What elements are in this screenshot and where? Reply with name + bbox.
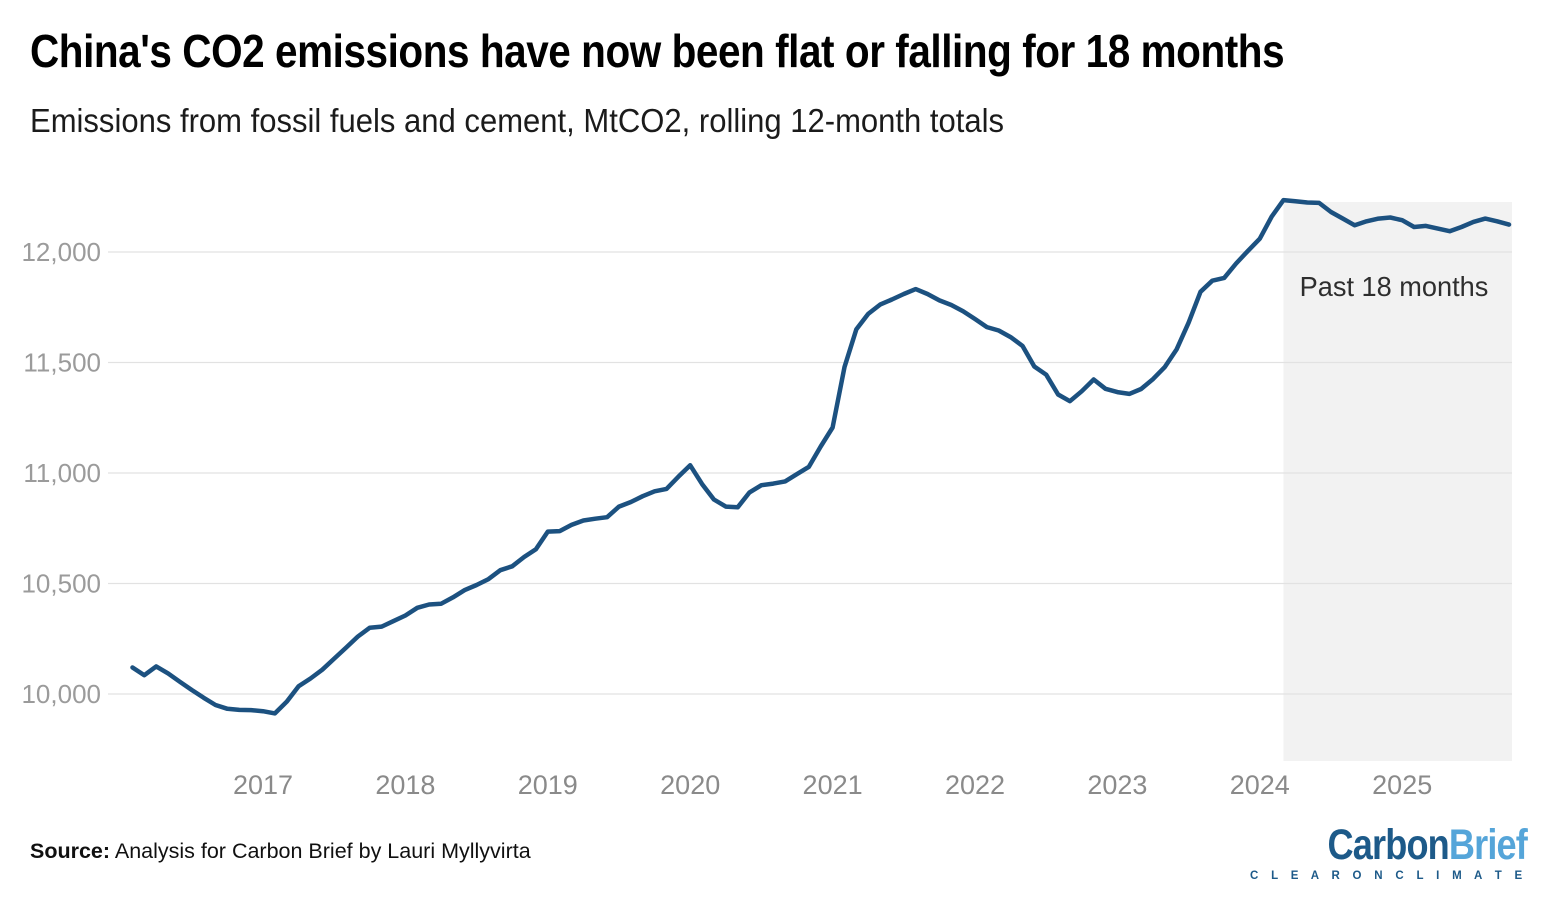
carbon-brief-logo: CarbonBrief C L E A R O N C L I M A T E (1250, 821, 1528, 883)
chart-subtitle: Emissions from fossil fuels and cement, … (30, 102, 1005, 139)
emissions-line (130, 197, 1512, 716)
x-axis-tick-label: 2022 (945, 770, 1005, 800)
y-axis-tick-label: 12,000 (21, 237, 101, 267)
logo-carbon-text: Carbon (1327, 821, 1450, 869)
y-axis-tick-label: 11,000 (23, 458, 101, 488)
logo-tagline: C L E A R O N C L I M A T E (1250, 870, 1527, 882)
y-axis-tick-label: 11,500 (23, 348, 101, 378)
x-axis-tick-label: 2021 (803, 770, 863, 800)
source-text: Analysis for Carbon Brief by Lauri Mylly… (110, 839, 531, 863)
x-axis-tick-label: 2019 (518, 770, 578, 800)
highlight-band (1283, 202, 1512, 761)
x-axis-tick-label: 2025 (1372, 770, 1432, 800)
logo-brief-text: Brief (1448, 821, 1528, 869)
x-axis-tick-label: 2023 (1087, 770, 1147, 800)
chart-title: China's CO2 emissions have now been flat… (30, 25, 1285, 77)
past-18-months-annotation: Past 18 months (1299, 271, 1489, 302)
x-axis-tick-label: 2024 (1230, 770, 1290, 800)
y-axis-tick-label: 10,500 (21, 569, 101, 599)
x-axis-tick-label: 2020 (660, 770, 720, 800)
carbon-brief-wordmark: CarbonBrief (1294, 821, 1528, 869)
source-label: Source: (30, 839, 111, 863)
source-note: Source: Analysis for Carbon Brief by Lau… (30, 839, 531, 864)
x-axis-tick-label: 2018 (375, 770, 435, 800)
x-axis-tick-label: 2017 (233, 770, 293, 800)
y-axis-tick-label: 10,000 (21, 679, 101, 709)
